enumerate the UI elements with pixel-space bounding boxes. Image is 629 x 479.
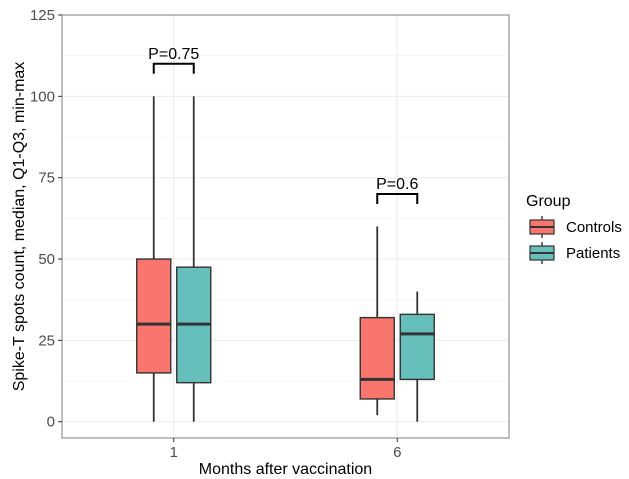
x-tick-label: 1 [170,444,178,461]
minor-gridlines [62,55,509,382]
box-controls-month-1 [136,96,172,422]
legend-item-patients: Patients [529,242,620,264]
box-patients-month-6 [399,291,435,422]
y-tick-label: 125 [30,7,55,24]
bracket-line [376,192,419,204]
significance-bracket: P=0.75 [148,46,199,74]
legend-title: Group [526,193,571,210]
significance-bracket: P=0.6 [376,176,418,204]
legend-label: Controls [566,219,622,236]
p-value-label: P=0.75 [148,46,199,63]
legend: Group Controls Patients [526,193,622,264]
x-axis-title: Months after vaccination [199,461,372,478]
y-tick-label: 75 [38,170,55,187]
major-gridlines [62,14,509,438]
bracket-line [152,62,195,74]
iqr-box [399,313,435,381]
y-tick-label: 0 [47,414,55,431]
x-tick-label: 6 [393,444,401,461]
box-layer [136,96,435,422]
y-tick-label: 100 [30,88,55,105]
y-axis-title: Spike-T spots count, median, Q1-Q3, min-… [11,62,28,392]
y-tick-label: 50 [38,251,55,268]
box-patients-month-1 [176,96,212,422]
significance-annotations: P=0.75 P=0.6 [148,46,418,204]
legend-item-controls: Controls [529,216,622,238]
p-value-label: P=0.6 [376,176,418,193]
iqr-box [136,258,172,374]
plot-panel [61,14,510,439]
y-axis: 0 25 50 75 100 125 [30,7,62,431]
legend-label: Patients [566,245,620,262]
y-tick-label: 25 [38,332,55,349]
box-controls-month-6 [359,226,395,416]
iqr-box [359,316,395,400]
